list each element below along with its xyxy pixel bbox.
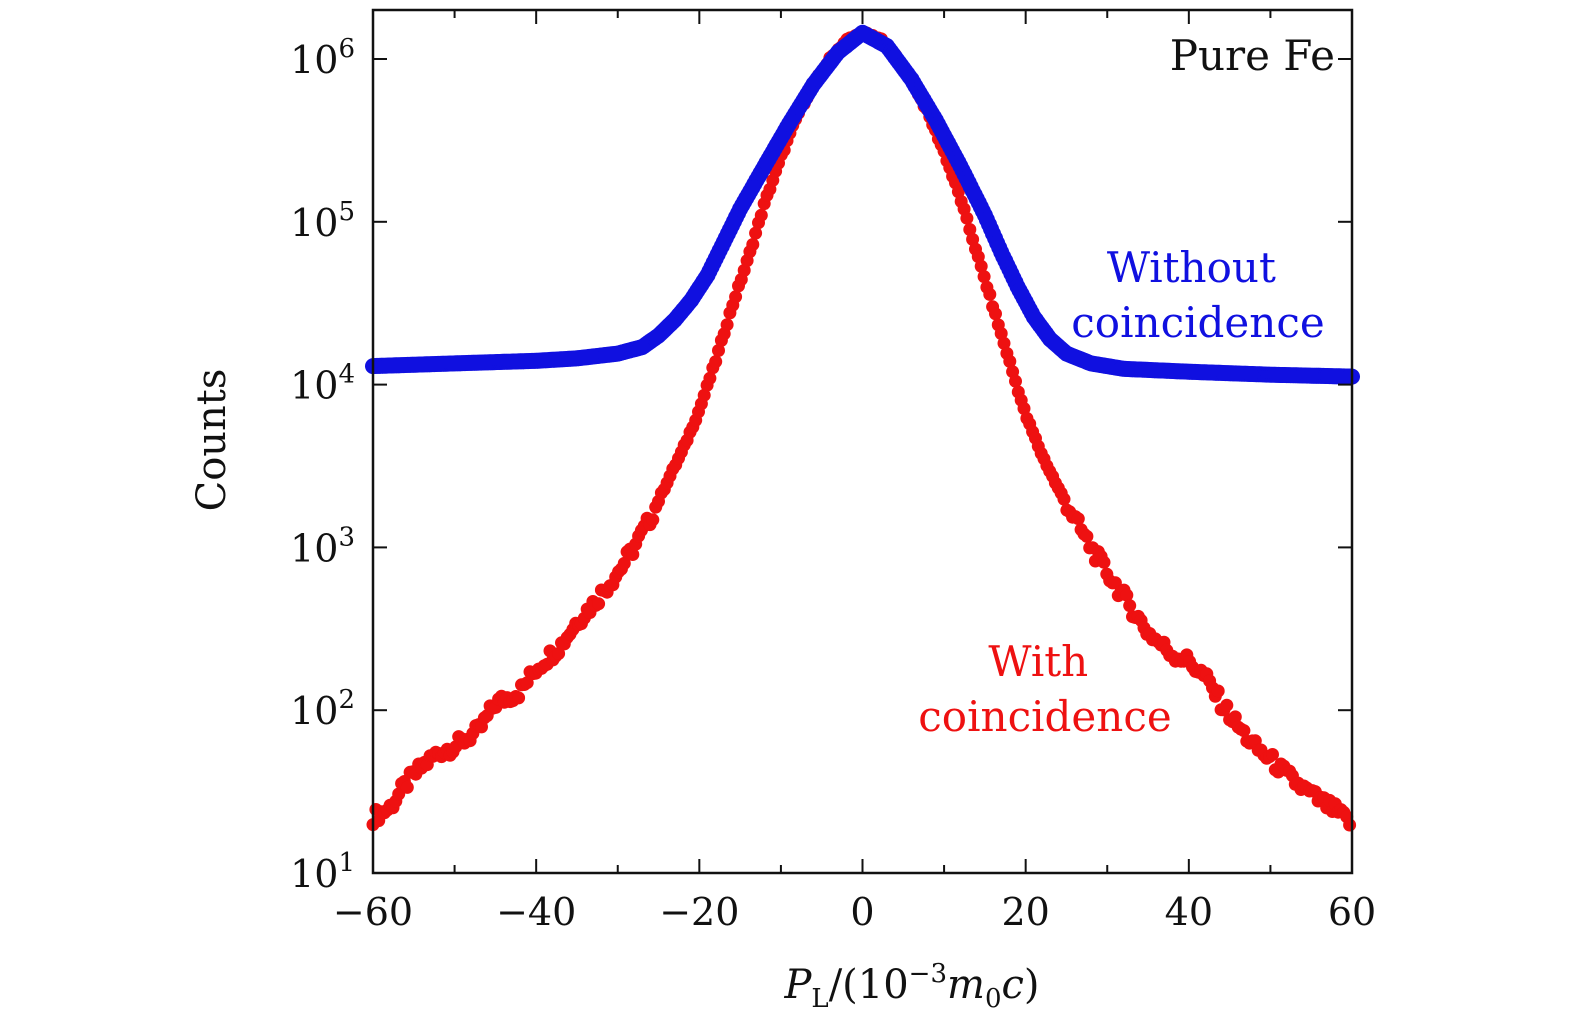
- x-axis-title-c: c: [1001, 962, 1023, 1008]
- series-label-without-line1: Without: [1107, 243, 1276, 292]
- data-point: [960, 211, 974, 225]
- x-axis-title-close: ): [1024, 962, 1040, 1008]
- x-tick-label: −40: [496, 890, 576, 934]
- data-point: [592, 597, 606, 611]
- series-label-with-line2: coincidence: [918, 692, 1171, 741]
- y-axis-title: Counts: [189, 369, 235, 512]
- series-layer: [365, 24, 1360, 832]
- y-tick-label-exp: 4: [338, 360, 355, 390]
- x-tick-label: 0: [850, 890, 874, 934]
- series-label-with-coincidence: With coincidence: [918, 637, 1171, 741]
- x-axis-title-exp: −3: [909, 959, 947, 989]
- annotation-pure-fe: Pure Fe: [1170, 31, 1335, 80]
- x-tick-label: −60: [333, 890, 413, 934]
- x-tick-label: −20: [659, 890, 739, 934]
- data-point: [1123, 599, 1137, 613]
- data-point: [712, 344, 725, 357]
- data-point: [720, 318, 734, 332]
- data-point: [626, 548, 640, 561]
- data-point: [963, 223, 977, 236]
- data-point: [1009, 374, 1022, 388]
- data-point: [977, 270, 991, 284]
- data-point: [1228, 710, 1242, 724]
- y-tick-label-exp: 6: [338, 34, 355, 64]
- data-point: [1097, 555, 1111, 569]
- y-tick-label: 105: [290, 197, 355, 245]
- data-point: [749, 226, 763, 240]
- y-tick-label-base: 10: [290, 526, 338, 570]
- data-point: [617, 556, 631, 570]
- data-point: [1266, 748, 1279, 761]
- data-point: [1057, 492, 1071, 506]
- data-point: [552, 647, 566, 660]
- y-tick-label-base: 10: [290, 38, 338, 82]
- y-tick-label: 101: [290, 848, 355, 896]
- x-axis-title-main-sub: L: [811, 984, 828, 1014]
- y-tick-label-exp: 1: [338, 848, 355, 878]
- y-tick-label-exp: 3: [338, 522, 355, 552]
- data-point: [1343, 818, 1357, 832]
- y-tick-label: 103: [290, 522, 355, 570]
- x-axis-title-m-sub: 0: [985, 984, 1002, 1014]
- data-point: [512, 691, 526, 705]
- y-tick-label-exp: 5: [338, 197, 355, 227]
- data-point: [1211, 684, 1225, 698]
- data-point: [983, 287, 997, 301]
- series-label-without-coincidence: Without coincidence: [1071, 243, 1324, 347]
- y-tick-label-base: 10: [290, 201, 338, 245]
- y-tick-label: 104: [290, 360, 355, 408]
- data-point: [737, 263, 751, 277]
- x-axis-title-m: m: [947, 962, 985, 1008]
- y-tick-label-base: 10: [290, 852, 338, 896]
- y-tick-label-base: 10: [290, 689, 338, 733]
- data-point: [703, 371, 717, 385]
- data-point: [1003, 354, 1017, 368]
- y-tick-label: 106: [290, 34, 355, 82]
- y-tick-label-base: 10: [290, 364, 338, 408]
- data-point: [989, 307, 1002, 321]
- data-point: [646, 513, 660, 527]
- series-without-coincidence: [365, 24, 1360, 385]
- data-point: [1220, 698, 1234, 712]
- x-tick-label: 60: [1328, 890, 1376, 934]
- data-point: [1120, 588, 1134, 602]
- x-tick-label: 20: [1001, 890, 1049, 934]
- x-axis-title: PL/(10−3m0c): [784, 959, 1040, 1014]
- y-tick-label-exp: 2: [338, 685, 355, 715]
- data-point: [697, 388, 711, 402]
- data-point: [1237, 724, 1251, 738]
- x-axis-title-main: P: [784, 962, 813, 1008]
- data-point: [400, 780, 414, 794]
- data-point: [1017, 402, 1031, 415]
- data-point: [1080, 529, 1094, 543]
- series-label-without-line2: coincidence: [1071, 298, 1324, 347]
- axes-layer: [371, 8, 1354, 875]
- data-point: [997, 336, 1011, 350]
- data-point: [994, 327, 1008, 340]
- x-axis-title-open: /(10: [829, 962, 909, 1008]
- x-tick-label: 40: [1165, 890, 1213, 934]
- data-point: [729, 290, 743, 304]
- y-tick-label: 102: [290, 685, 355, 733]
- data-point: [754, 208, 768, 222]
- data-point: [746, 238, 760, 251]
- data-point: [1071, 512, 1085, 526]
- data-point: [709, 355, 723, 369]
- series-label-with-line1: With: [988, 637, 1088, 686]
- data-point: [974, 259, 988, 273]
